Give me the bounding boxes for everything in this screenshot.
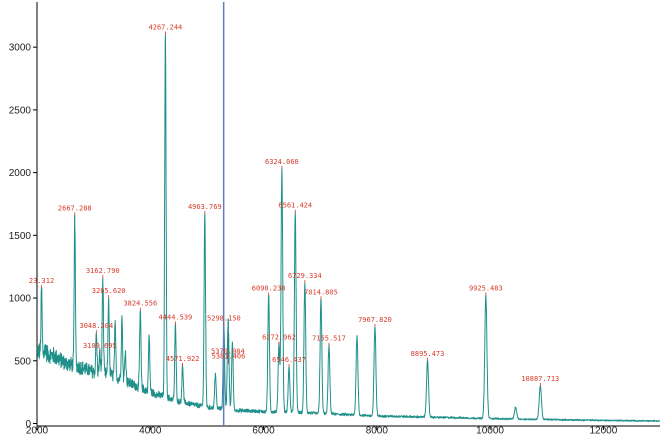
peak-label: 7014.805 bbox=[304, 288, 338, 296]
peak-label: 6546.437 bbox=[272, 356, 306, 364]
x-tick-label: 10000 bbox=[476, 426, 504, 434]
axes bbox=[36, 2, 660, 427]
peak-label: 6561.424 bbox=[278, 202, 312, 210]
x-tick-label: 8000 bbox=[366, 426, 389, 434]
peak-label: 5298.150 bbox=[207, 315, 241, 323]
peak-label: 2667.288 bbox=[58, 204, 92, 212]
y-tick-label: 3000 bbox=[9, 43, 32, 54]
peak-label: 4963.769 bbox=[188, 203, 222, 211]
x-tick-label: 12000 bbox=[589, 426, 617, 434]
x-axis-ticks: 2000 4000 6000 8000 10000 12000 bbox=[26, 426, 618, 434]
peak-label: 5370.984 bbox=[211, 347, 245, 355]
peak-label: 4267.244 bbox=[149, 24, 183, 32]
peak-label: 7155.517 bbox=[312, 335, 346, 343]
peak-label: 3265.620 bbox=[92, 287, 126, 295]
peak-label: 3824.556 bbox=[123, 300, 157, 308]
peak-label: 6272.962 bbox=[262, 333, 296, 341]
peak-label: 4571.922 bbox=[166, 355, 200, 363]
peak-label: 6090.238 bbox=[252, 285, 286, 293]
peak-label: 3162.790 bbox=[86, 267, 120, 275]
y-axis-ticks: 0 500 1000 1500 2000 2500 3000 bbox=[9, 43, 37, 430]
spectrum-line bbox=[36, 34, 660, 423]
peak-label: 9925.483 bbox=[469, 285, 503, 293]
peak-label: 3048.204 bbox=[79, 322, 113, 330]
y-tick-label: 500 bbox=[14, 356, 31, 367]
peak-label: 6729.334 bbox=[288, 272, 322, 280]
peak-label: 5381.406 bbox=[212, 352, 246, 360]
peak-label: 23.312 bbox=[29, 277, 54, 285]
peak-label: 3109.695 bbox=[83, 342, 117, 350]
peak-label: 7967.820 bbox=[358, 316, 392, 324]
spectrum-series bbox=[36, 2, 660, 426]
peak-label: 8895.473 bbox=[411, 350, 445, 358]
x-tick-label: 6000 bbox=[252, 426, 275, 434]
y-tick-label: 0 bbox=[25, 419, 31, 430]
peak-label: 4444.539 bbox=[159, 313, 193, 321]
y-tick-label: 1500 bbox=[9, 231, 32, 242]
y-tick-label: 2500 bbox=[9, 105, 32, 116]
peak-label: 6324.060 bbox=[265, 158, 299, 166]
peak-labels: 23.312 2667.288 3048.204 3109.695 3162.790 32… bbox=[29, 24, 559, 386]
peak-label: 10887.713 bbox=[521, 375, 559, 383]
x-tick-label: 2000 bbox=[26, 426, 49, 434]
x-tick-label: 4000 bbox=[139, 426, 162, 434]
y-tick-label: 1000 bbox=[9, 294, 32, 305]
y-tick-label: 2000 bbox=[9, 168, 32, 179]
